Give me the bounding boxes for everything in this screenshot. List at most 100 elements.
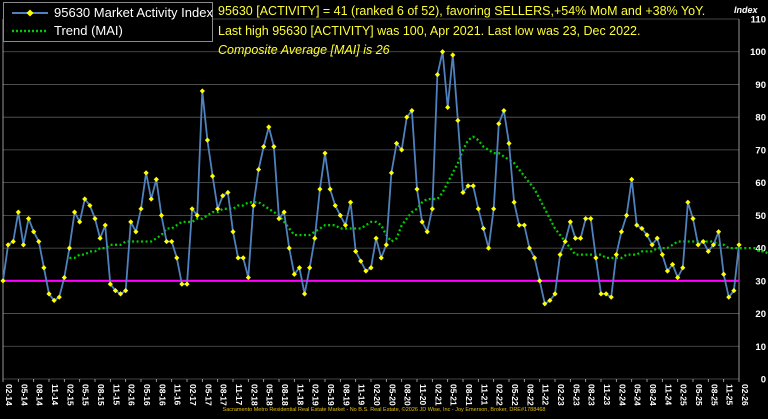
x-tick-label-02-14: 02-14 <box>4 384 14 406</box>
x-tick-label-11-19: 11-19 <box>357 384 367 406</box>
activity-point-77 <box>393 140 400 146</box>
activity-point-14 <box>71 209 78 215</box>
activity-point-89 <box>455 117 461 124</box>
activity-point-119 <box>608 294 614 300</box>
activity-point-88 <box>450 52 456 58</box>
activity-point-26 <box>133 229 139 235</box>
x-tick-label-08-16: 08-16 <box>157 384 167 406</box>
activity-point-110 <box>562 238 568 245</box>
x-tick-label-11-23: 11-23 <box>602 384 612 406</box>
activity-point-138 <box>705 248 711 254</box>
x-tick-label-08-17: 08-17 <box>219 384 229 406</box>
activity-point-46 <box>235 255 241 261</box>
activity-point-22 <box>112 288 119 294</box>
activity-point-133 <box>680 265 686 271</box>
activity-point-120 <box>613 252 619 258</box>
activity-point-114 <box>583 216 589 222</box>
activity-point-128 <box>654 235 660 241</box>
activity-point-45 <box>230 229 236 235</box>
activity-point-135 <box>690 216 696 222</box>
activity-point-30 <box>153 176 159 182</box>
copyright-footer: Sacramento Metro Residential Real Estate… <box>222 407 546 413</box>
y-tick-label-70: 70 <box>755 145 766 156</box>
activity-point-31 <box>158 212 165 218</box>
activity-point-5 <box>25 216 32 222</box>
y-tick-label-90: 90 <box>755 80 766 91</box>
activity-point-112 <box>572 235 579 241</box>
activity-point-118 <box>603 291 609 297</box>
x-tick-label-02-26: 02-26 <box>740 384 750 406</box>
x-tick-label-02-19: 02-19 <box>311 384 321 406</box>
activity-point-60 <box>307 265 313 271</box>
summary-line-2: Last high 95630 [ACTIVITY] was 100, Apr … <box>218 24 641 38</box>
activity-point-80 <box>409 108 415 114</box>
activity-point-130 <box>664 268 671 274</box>
activity-point-29 <box>148 196 154 202</box>
activity-point-90 <box>460 189 466 196</box>
activity-point-27 <box>138 206 144 212</box>
activity-point-76 <box>388 170 395 176</box>
activity-point-9 <box>46 291 52 297</box>
x-tick-label-11-15: 11-15 <box>111 384 121 406</box>
x-tick-label-08-14: 08-14 <box>35 384 45 406</box>
y-axis-title: Index <box>734 5 759 15</box>
activity-point-75 <box>383 242 389 248</box>
y-tick-label-30: 30 <box>755 276 766 287</box>
y-tick-label-10: 10 <box>755 342 766 353</box>
activity-point-122 <box>623 212 630 218</box>
x-axis: 02-14 05-14 08-14 11-14 02-15 05-15 08-15 11-15… <box>2 379 750 406</box>
activity-point-54 <box>276 216 282 222</box>
activity-point-144 <box>736 242 742 248</box>
activity-point-126 <box>644 232 650 238</box>
activity-point-61 <box>312 235 318 241</box>
activity-point-28 <box>143 170 149 176</box>
x-tick-label-02-18: 02-18 <box>249 384 259 406</box>
x-tick-label-11-24: 11-24 <box>663 384 673 406</box>
activity-point-117 <box>598 291 604 297</box>
activity-point-41 <box>209 173 216 179</box>
x-tick-label-08-20: 08-20 <box>403 384 413 406</box>
x-tick-label-08-18: 08-18 <box>280 384 290 406</box>
activity-point-139 <box>710 242 717 248</box>
activity-point-50 <box>255 166 262 173</box>
activity-point-108 <box>552 291 558 297</box>
x-tick-label-05-18: 05-18 <box>265 384 275 406</box>
activity-point-57 <box>291 271 297 277</box>
activity-point-143 <box>731 288 737 294</box>
activity-point-103 <box>526 245 533 251</box>
x-tick-label-08-22: 08-22 <box>525 384 535 406</box>
activity-point-97 <box>496 121 502 127</box>
activity-point-83 <box>424 229 430 235</box>
activity-legend-swatch <box>12 9 48 17</box>
activity-point-3 <box>15 209 21 215</box>
activity-point-17 <box>87 202 93 209</box>
activity-point-132 <box>675 274 681 281</box>
activity-point-53 <box>271 144 277 150</box>
y-tick-label-0: 0 <box>761 375 766 386</box>
x-tick-label-02-23: 02-23 <box>556 384 566 406</box>
activity-point-48 <box>245 274 251 281</box>
x-tick-label-08-15: 08-15 <box>96 384 106 406</box>
x-tick-label-11-20: 11-20 <box>418 384 428 406</box>
activity-point-43 <box>220 193 226 199</box>
x-tick-label-05-16: 05-16 <box>142 384 152 406</box>
y-tick-label-100: 100 <box>750 47 766 58</box>
activity-point-39 <box>199 88 205 94</box>
y-axis: 0 10 20 30 40 50 60 70 80 90 100 110 <box>2 15 766 386</box>
activity-point-19 <box>97 235 103 241</box>
activity-point-68 <box>347 199 354 205</box>
x-tick-label-11-17: 11-17 <box>234 384 244 406</box>
y-tick-label-40: 40 <box>755 244 766 255</box>
activity-point-94 <box>480 225 487 232</box>
x-tick-label-05-21: 05-21 <box>449 384 459 406</box>
activity-point-100 <box>511 199 517 205</box>
activity-point-58 <box>296 265 303 271</box>
activity-point-104 <box>531 255 538 261</box>
activity-point-74 <box>378 255 384 261</box>
x-tick-label-11-16: 11-16 <box>173 384 183 406</box>
activity-point-105 <box>537 278 543 284</box>
activity-point-33 <box>169 238 175 245</box>
activity-point-70 <box>358 258 364 264</box>
x-tick-label-02-15: 02-15 <box>65 384 75 406</box>
